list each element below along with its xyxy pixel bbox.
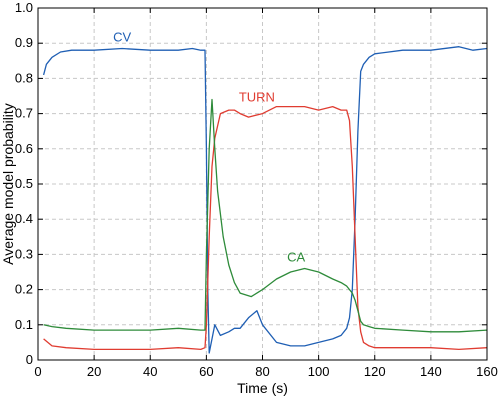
series-label-ca: CA bbox=[287, 249, 305, 264]
x-tick-label: 100 bbox=[308, 364, 330, 379]
y-tick-label: 0.3 bbox=[15, 246, 33, 261]
tick-marks bbox=[37, 7, 488, 361]
y-axis-label: Average model probability bbox=[0, 103, 16, 265]
y-tick-labels: 0 0.1 0.2 0.3 0.4 0.5 0.6 0.7 0.8 0.9 1.0 bbox=[15, 0, 33, 367]
x-tick-label: 80 bbox=[255, 364, 269, 379]
y-tick-label: 0.8 bbox=[15, 70, 33, 85]
x-tick-label: 60 bbox=[199, 364, 213, 379]
series-label-cv: CV bbox=[113, 29, 131, 44]
x-tick-label: 0 bbox=[34, 364, 41, 379]
y-tick-label: 0.6 bbox=[15, 141, 33, 156]
series-label-turn: TURN bbox=[239, 89, 275, 104]
y-tick-label: 0.5 bbox=[15, 176, 33, 191]
y-tick-label: 0.9 bbox=[15, 35, 33, 50]
y-tick-label: 0.2 bbox=[15, 282, 33, 297]
x-tick-labels: 0 20 40 60 80 100 120 140 160 bbox=[34, 364, 497, 379]
series-line-cv bbox=[42, 46, 488, 354]
y-tick-label: 0.7 bbox=[15, 106, 33, 121]
series-line-ca bbox=[43, 98, 488, 333]
x-tick-label: 140 bbox=[420, 364, 442, 379]
x-tick-label: 40 bbox=[143, 364, 157, 379]
y-tick-label: 0 bbox=[26, 352, 33, 367]
series-labels: CV TURN CA bbox=[113, 29, 305, 264]
series-line-turn bbox=[43, 105, 488, 351]
y-tick-label: 0.1 bbox=[15, 317, 33, 332]
y-tick-label: 0.4 bbox=[15, 211, 33, 226]
series-layer bbox=[42, 46, 488, 354]
x-tick-label: 160 bbox=[476, 364, 498, 379]
grid-lines bbox=[38, 8, 487, 360]
x-axis-label: Time (s) bbox=[237, 380, 288, 396]
x-tick-label: 120 bbox=[364, 364, 386, 379]
x-tick-label: 20 bbox=[87, 364, 101, 379]
y-tick-label: 1.0 bbox=[15, 0, 33, 15]
